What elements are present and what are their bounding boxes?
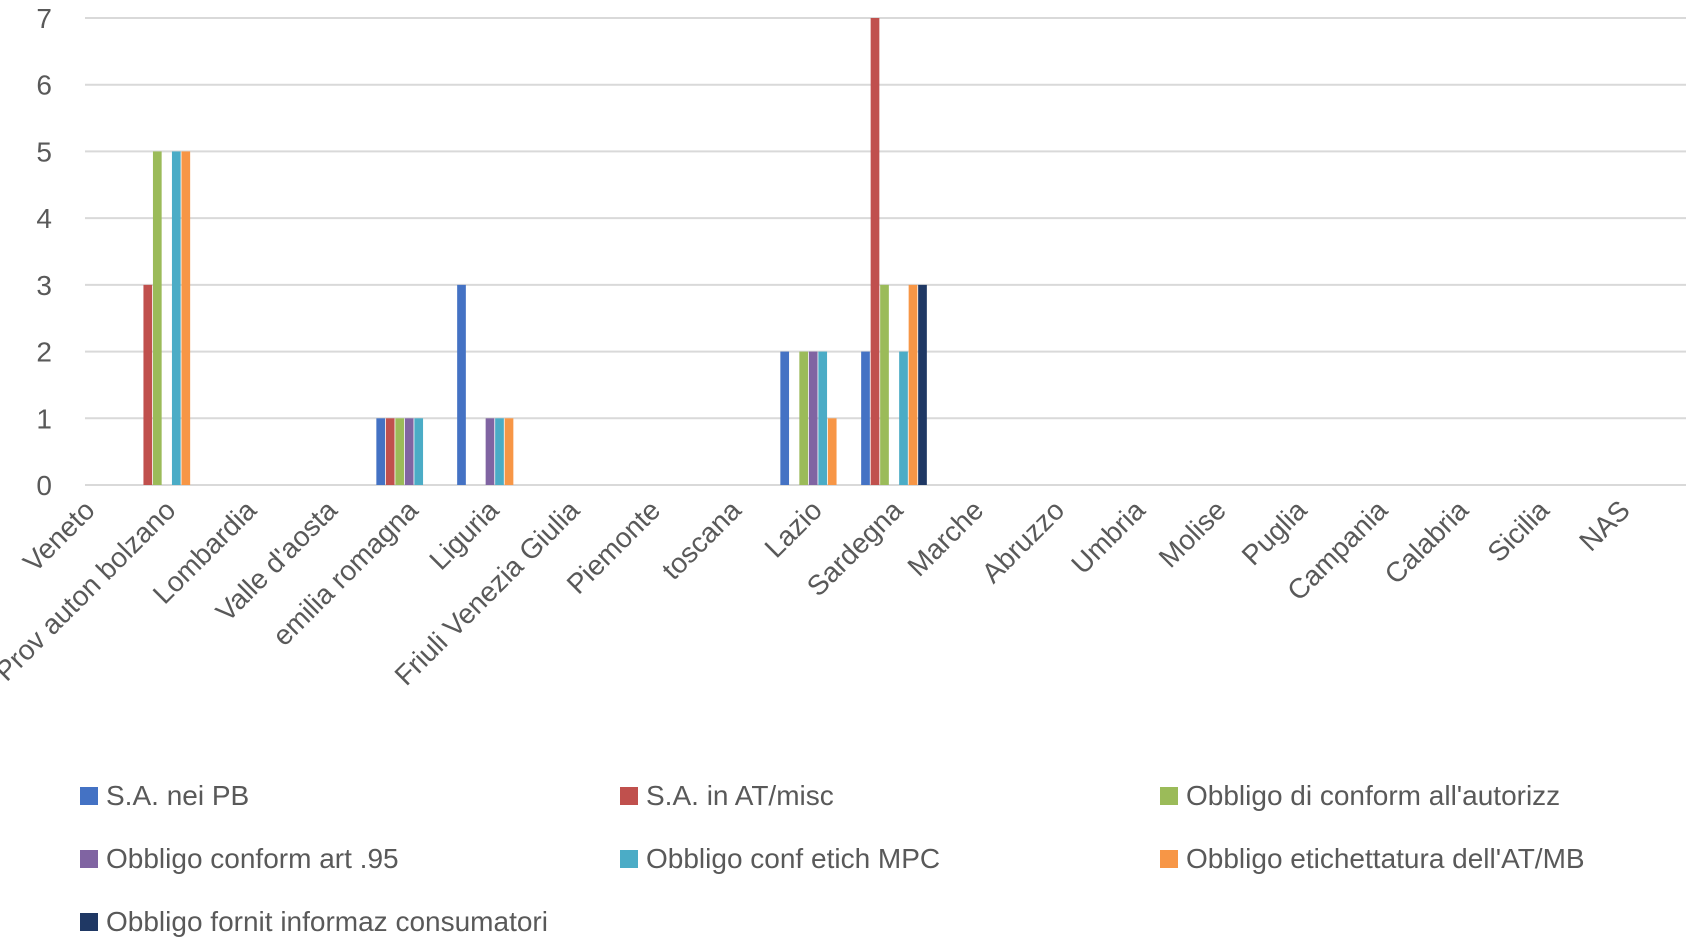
bar — [152, 151, 162, 485]
bar — [880, 284, 889, 485]
x-tick-label: Lazio — [759, 494, 828, 563]
y-tick-label: 0 — [36, 470, 52, 501]
legend-item: S.A. in AT/misc — [620, 780, 834, 812]
bar — [861, 351, 870, 485]
x-tick-label: Molise — [1153, 494, 1232, 573]
x-tick-label: Umbria — [1065, 494, 1151, 580]
legend-swatch — [620, 850, 638, 868]
bar — [495, 418, 504, 485]
legend-label: S.A. in AT/misc — [646, 780, 834, 811]
legend-label: Obbligo conform art .95 — [106, 843, 399, 874]
x-tick-label: Liguria — [423, 494, 505, 576]
x-tick-label: Calabria — [1379, 494, 1475, 590]
legend-item: Obbligo fornit informaz consumatori — [80, 906, 548, 938]
legend-swatch — [1160, 850, 1178, 868]
legend-label: Obbligo etichettatura dell'AT/MB — [1186, 843, 1585, 874]
y-tick-label: 1 — [36, 403, 52, 434]
bar — [808, 351, 818, 485]
legend-item: Obbligo di conform all'autorizz — [1160, 780, 1560, 812]
bar — [918, 284, 927, 485]
y-tick-label: 6 — [36, 70, 52, 101]
legend-swatch — [1160, 787, 1178, 805]
legend-swatch — [620, 787, 638, 805]
y-tick-label: 4 — [36, 203, 52, 234]
bar — [414, 418, 424, 485]
bar — [143, 284, 153, 485]
bar — [799, 351, 809, 485]
y-tick-label: 7 — [36, 3, 52, 34]
legend-item: Obbligo conf etich MPC — [620, 843, 940, 875]
y-tick-label: 3 — [36, 270, 52, 301]
x-tick-label: Sicilia — [1481, 494, 1555, 568]
bar — [870, 18, 880, 485]
bar — [376, 418, 386, 485]
bar — [485, 418, 495, 485]
bar — [181, 151, 191, 485]
legend-label: Obbligo conf etich MPC — [646, 843, 941, 874]
bar — [899, 351, 908, 485]
legend-label: Obbligo di conform all'autorizz — [1186, 780, 1561, 811]
legend-swatch — [80, 913, 98, 931]
bar — [908, 284, 918, 485]
x-tick-label: emilia romagna — [267, 494, 425, 652]
y-tick-label: 2 — [36, 337, 52, 368]
bar — [818, 351, 828, 485]
bar — [395, 418, 405, 485]
y-tick-label: 5 — [36, 136, 52, 167]
legend-label: Obbligo fornit informaz consumatori — [106, 906, 548, 937]
legend-label: S.A. nei PB — [106, 780, 250, 811]
bar — [385, 418, 395, 485]
x-tick-label: toscana — [656, 494, 748, 586]
x-tick-label: Puglia — [1236, 494, 1313, 571]
bar — [171, 151, 181, 485]
legend-item: Obbligo conform art .95 — [80, 843, 399, 875]
bar — [404, 418, 414, 485]
bar — [780, 351, 790, 485]
legend-item: S.A. nei PB — [80, 780, 249, 812]
bar — [504, 418, 514, 485]
legend-item: Obbligo etichettatura dell'AT/MB — [1160, 843, 1585, 875]
legend-swatch — [80, 850, 98, 868]
bar — [827, 418, 837, 485]
bar — [457, 284, 466, 485]
x-tick-label: Abruzzo — [976, 494, 1071, 589]
x-tick-label: NAS — [1573, 494, 1636, 557]
legend-swatch — [80, 787, 98, 805]
x-tick-label: Marche — [901, 494, 989, 582]
